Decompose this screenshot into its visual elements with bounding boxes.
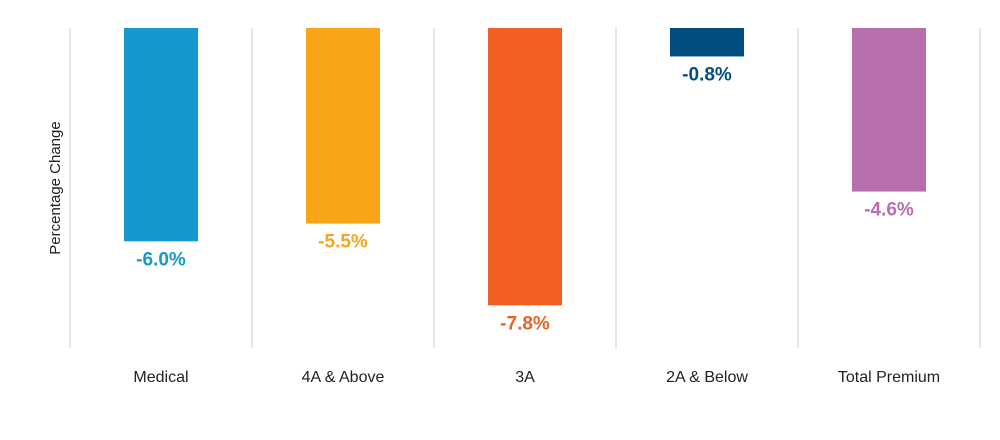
data-label: -7.8% (500, 313, 550, 334)
category-label: Medical (133, 369, 188, 386)
bar (306, 28, 380, 224)
data-label: -0.8% (682, 64, 732, 85)
bars (124, 28, 926, 306)
y-axis-label: Percentage Change (47, 121, 64, 254)
bar (670, 28, 744, 57)
data-label: -5.5% (318, 232, 368, 253)
category-grid (69, 28, 981, 348)
data-label: -6.0% (136, 249, 186, 270)
bar (852, 28, 926, 192)
data-label: -4.6% (864, 200, 914, 221)
category-labels: Medical 4A & Above 3A 2A & Below Total Premi… (133, 369, 940, 386)
category-label: Total Premium (838, 369, 940, 386)
data-labels: -6.0% -5.5% -7.8% -0.8% -4.6% (136, 64, 914, 334)
bar (488, 28, 562, 306)
category-label: 2A & Below (666, 369, 748, 386)
bar (124, 28, 198, 242)
category-label: 4A & Above (302, 369, 385, 386)
category-label: 3A (515, 369, 535, 386)
